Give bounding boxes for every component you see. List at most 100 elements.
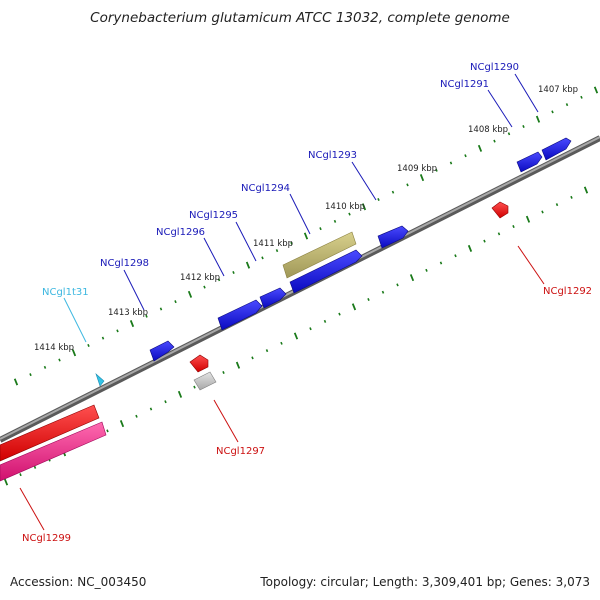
- gene-ncgl1299[interactable]: [0, 404, 100, 462]
- scale-minor-tick: [251, 356, 254, 360]
- scale-major-tick: [235, 361, 241, 369]
- scale-minor-tick: [290, 241, 293, 245]
- scale-minor-tick: [29, 373, 32, 377]
- scale-minor-tick: [159, 307, 163, 311]
- callout-ncgl1296: [203, 237, 225, 277]
- gene-label-ncgl1291[interactable]: NCgl1291: [440, 79, 489, 90]
- scale-minor-tick: [338, 312, 341, 316]
- scale-minor-tick: [116, 329, 119, 333]
- scale-major-tick: [13, 378, 19, 386]
- scale-minor-tick: [33, 465, 37, 469]
- gene-ncgl1293[interactable]: [377, 225, 409, 249]
- gene-label-ncgl1296[interactable]: NCgl1296: [156, 227, 205, 238]
- scale-minor-tick: [217, 278, 221, 282]
- scale-major-tick: [477, 144, 483, 152]
- scale-minor-tick: [551, 110, 554, 114]
- scale-major-tick: [351, 303, 357, 311]
- scale-minor-tick: [449, 161, 453, 165]
- scale-minor-tick: [435, 168, 438, 172]
- scale-minor-tick: [439, 261, 443, 265]
- accession-text: Accession: NC_003450: [10, 575, 147, 589]
- scale-minor-tick: [483, 239, 486, 243]
- scale-major-tick: [419, 174, 425, 182]
- gene-ncgl1295-pseudo[interactable]: [282, 231, 357, 279]
- gene-label-ncgl1298[interactable]: NCgl1298: [100, 258, 149, 269]
- scale-minor-tick: [232, 270, 235, 274]
- scale-minor-tick: [425, 268, 428, 272]
- gene-ncgl1297[interactable]: [189, 354, 209, 373]
- scale-minor-tick: [507, 132, 511, 136]
- scale-minor-tick: [101, 336, 105, 340]
- scale-minor-tick: [497, 232, 501, 236]
- gene-label-ncgl1290[interactable]: NCgl1290: [470, 62, 519, 73]
- rrna-feature[interactable]: [0, 421, 107, 482]
- scale-minor-tick: [348, 212, 351, 216]
- scale-minor-tick: [319, 227, 322, 231]
- scale-minor-tick: [580, 95, 583, 99]
- scale-minor-tick: [106, 429, 109, 433]
- gene-grey-feature[interactable]: [193, 371, 217, 391]
- scale-minor-tick: [280, 341, 283, 345]
- scale-minor-tick: [512, 225, 515, 229]
- scale-major-tick: [361, 203, 367, 211]
- gene-ncgl1296[interactable]: [259, 287, 287, 309]
- scale-minor-tick: [406, 183, 409, 187]
- callout-ncgl1293: [351, 161, 377, 201]
- gene-ncgl1294[interactable]: [289, 249, 363, 294]
- gene-ncgl1291[interactable]: [516, 151, 543, 173]
- gene-ncgl1298[interactable]: [217, 299, 263, 331]
- scale-major-tick: [535, 115, 541, 123]
- scale-minor-tick: [541, 210, 544, 214]
- scale-minor-tick: [145, 314, 148, 318]
- scale-minor-tick: [454, 254, 457, 258]
- scale-minor-tick: [522, 125, 525, 129]
- scale-major-tick: [3, 478, 9, 486]
- scale-minor-tick: [367, 298, 370, 302]
- gene-label-ncgl1292[interactable]: NCgl1292: [543, 286, 592, 297]
- scale-minor-tick: [19, 473, 22, 477]
- scale-major-tick: [593, 86, 599, 94]
- callout-ncgl1299: [19, 487, 45, 531]
- scale-minor-tick: [493, 139, 496, 143]
- scale-major-tick: [71, 349, 77, 357]
- gene-ncgl1292[interactable]: [491, 201, 509, 219]
- kbp-labels: 1407 kbp 1408 kbp 1409 kbp 1410 kbp 1411…: [34, 85, 578, 353]
- callout-ncgl1291: [487, 89, 513, 128]
- scale-minor-tick: [275, 249, 279, 253]
- callout-ncgl1297: [213, 399, 239, 443]
- gene-labels: NCgl1290 NCgl1291 NCgl1293 NCgl1294 NCgl…: [22, 62, 592, 544]
- scale-minor-tick: [565, 103, 569, 107]
- gene-label-ncgl1t31[interactable]: NCgl1t31: [42, 287, 89, 298]
- genome-summary-text: Topology: circular; Length: 3,309,401 bp…: [260, 575, 590, 589]
- callout-ncgl1294: [289, 193, 311, 235]
- scale-minor-tick: [265, 349, 269, 353]
- scale-major-tick: [303, 232, 309, 240]
- reverse-features: [0, 201, 509, 482]
- scale-major-tick: [129, 320, 135, 328]
- trna-ncgl1t31[interactable]: [95, 373, 105, 387]
- scale-minor-tick: [87, 343, 90, 347]
- forward-scale-track: [13, 86, 599, 386]
- gene-label-ncgl1294[interactable]: NCgl1294: [241, 183, 290, 194]
- kbp-label: 1408 kbp: [468, 125, 508, 135]
- scale-minor-tick: [309, 327, 312, 331]
- kbp-label: 1409 kbp: [397, 164, 437, 174]
- scale-minor-tick: [377, 197, 380, 201]
- scale-minor-tick: [381, 290, 385, 294]
- forward-features: [95, 137, 572, 387]
- scale-minor-tick: [164, 400, 167, 404]
- scale-minor-tick: [391, 190, 395, 194]
- gene-label-ncgl1293[interactable]: NCgl1293: [308, 150, 357, 161]
- scale-minor-tick: [261, 256, 264, 260]
- gene-label-ncgl1297[interactable]: NCgl1297: [216, 446, 265, 457]
- scale-minor-tick: [464, 154, 467, 158]
- gene-small-forward[interactable]: [149, 340, 175, 362]
- callout-ncgl1295: [235, 221, 257, 262]
- scale-minor-tick: [555, 203, 559, 207]
- scale-minor-tick: [323, 319, 327, 323]
- gene-ncgl1290[interactable]: [541, 137, 572, 161]
- scale-major-tick: [177, 390, 183, 398]
- gene-label-ncgl1295[interactable]: NCgl1295: [189, 210, 238, 221]
- gene-label-ncgl1299[interactable]: NCgl1299: [22, 533, 71, 544]
